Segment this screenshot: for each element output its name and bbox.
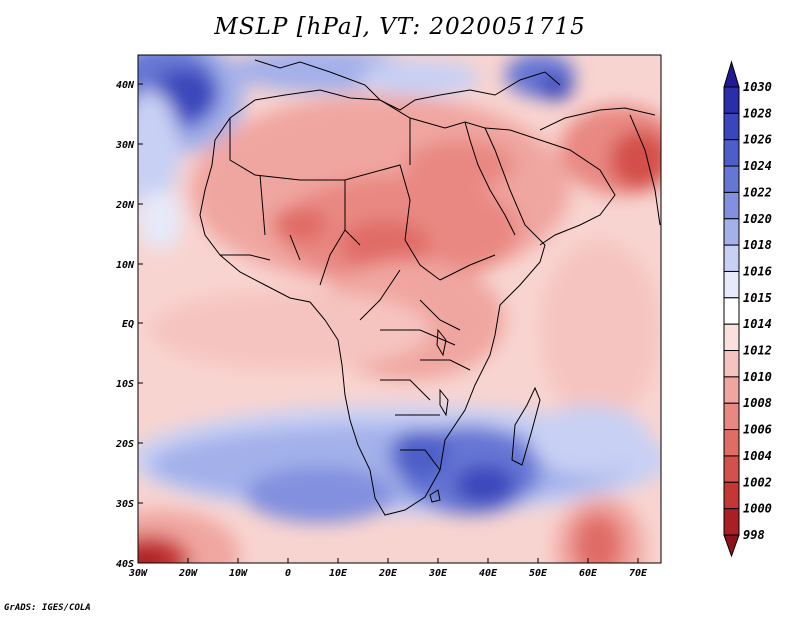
lat-label: 20S bbox=[115, 439, 134, 450]
lat-label: 40N bbox=[116, 80, 135, 91]
colorbar-label: 1004 bbox=[743, 449, 772, 463]
colorbar-segment bbox=[723, 244, 740, 272]
colorbar-label: 1002 bbox=[743, 475, 772, 489]
lat-label: 10N bbox=[116, 260, 135, 271]
coastlines bbox=[199, 59, 661, 516]
grads-credit: GrADS: IGES/COLA bbox=[4, 603, 91, 613]
colorbar-label: 1012 bbox=[743, 344, 772, 358]
colorbar-label: 1015 bbox=[743, 291, 772, 305]
lon-label: 70E bbox=[629, 568, 648, 579]
colorbar-segment bbox=[723, 508, 740, 536]
lon-label: 0 bbox=[285, 568, 291, 579]
colorbar-label: 1016 bbox=[743, 264, 772, 278]
colorbar-label: 1006 bbox=[743, 423, 772, 437]
lon-label: 20W bbox=[178, 568, 198, 579]
lat-axis: 40N 30N 20N 10N EQ 10S 20S 30S 40S bbox=[115, 80, 135, 570]
colorbar-top-arrow bbox=[723, 60, 740, 88]
colorbar-segment bbox=[723, 297, 740, 325]
colorbar-segment bbox=[723, 112, 740, 141]
lon-label: 30E bbox=[428, 568, 448, 579]
pressure-field bbox=[138, 55, 661, 563]
lon-axis: 30W 20W 10W 0 10E 20E 30E 40E 50E 60E 70… bbox=[128, 568, 648, 579]
colorbar-segment bbox=[723, 376, 740, 404]
colorbar-label: 1014 bbox=[743, 317, 772, 331]
colorbar-label: 1022 bbox=[743, 185, 772, 199]
colorbar-label: 1000 bbox=[743, 502, 772, 516]
colorbar-label: 998 bbox=[743, 528, 765, 542]
colorbar-label: 1010 bbox=[743, 370, 772, 384]
colorbar-label: 1026 bbox=[743, 133, 772, 147]
colorbar-segment bbox=[723, 139, 740, 167]
map-title: MSLP [hPa], VT: 2020051715 bbox=[214, 14, 586, 40]
axis-ticks bbox=[137, 83, 639, 564]
lat-label: 40S bbox=[116, 559, 134, 570]
colorbar-segment bbox=[723, 165, 740, 193]
lon-label: 50E bbox=[529, 568, 548, 579]
lat-label: 10S bbox=[116, 379, 134, 390]
colorbar-segment bbox=[723, 350, 740, 378]
plot-frame bbox=[137, 54, 662, 564]
lon-label: 20E bbox=[378, 568, 398, 579]
colorbar-segment bbox=[723, 402, 740, 431]
colorbar-label: 1020 bbox=[743, 212, 772, 226]
lat-label: 30S bbox=[115, 499, 134, 510]
lat-label: 30N bbox=[115, 140, 135, 151]
colorbar-segment bbox=[723, 191, 740, 220]
lat-label: 20N bbox=[115, 200, 135, 211]
lat-label: EQ bbox=[122, 319, 134, 330]
colorbar-label: 1030 bbox=[743, 80, 772, 94]
lon-label: 10W bbox=[229, 568, 248, 579]
colorbar-label: 1024 bbox=[743, 159, 772, 173]
colorbar: 1030 1028 1026 1024 1022 1020 1018 1016 1015 1014… bbox=[723, 60, 772, 558]
colorbar-label: 1028 bbox=[743, 106, 772, 120]
colorbar-segment bbox=[723, 323, 740, 352]
lon-label: 10E bbox=[329, 568, 348, 579]
colorbar-bottom-arrow bbox=[723, 534, 740, 558]
colorbar-segment bbox=[723, 481, 740, 510]
lon-label: 40E bbox=[479, 568, 498, 579]
lon-label: 60E bbox=[579, 568, 598, 579]
colorbar-segment bbox=[723, 218, 740, 246]
colorbar-segment bbox=[723, 86, 740, 114]
colorbar-segment bbox=[723, 270, 740, 299]
colorbar-segment bbox=[723, 429, 740, 457]
colorbar-label: 1018 bbox=[743, 238, 772, 252]
colorbar-segment bbox=[723, 455, 740, 483]
lon-label: 30W bbox=[128, 568, 148, 579]
colorbar-label: 1008 bbox=[743, 396, 772, 410]
